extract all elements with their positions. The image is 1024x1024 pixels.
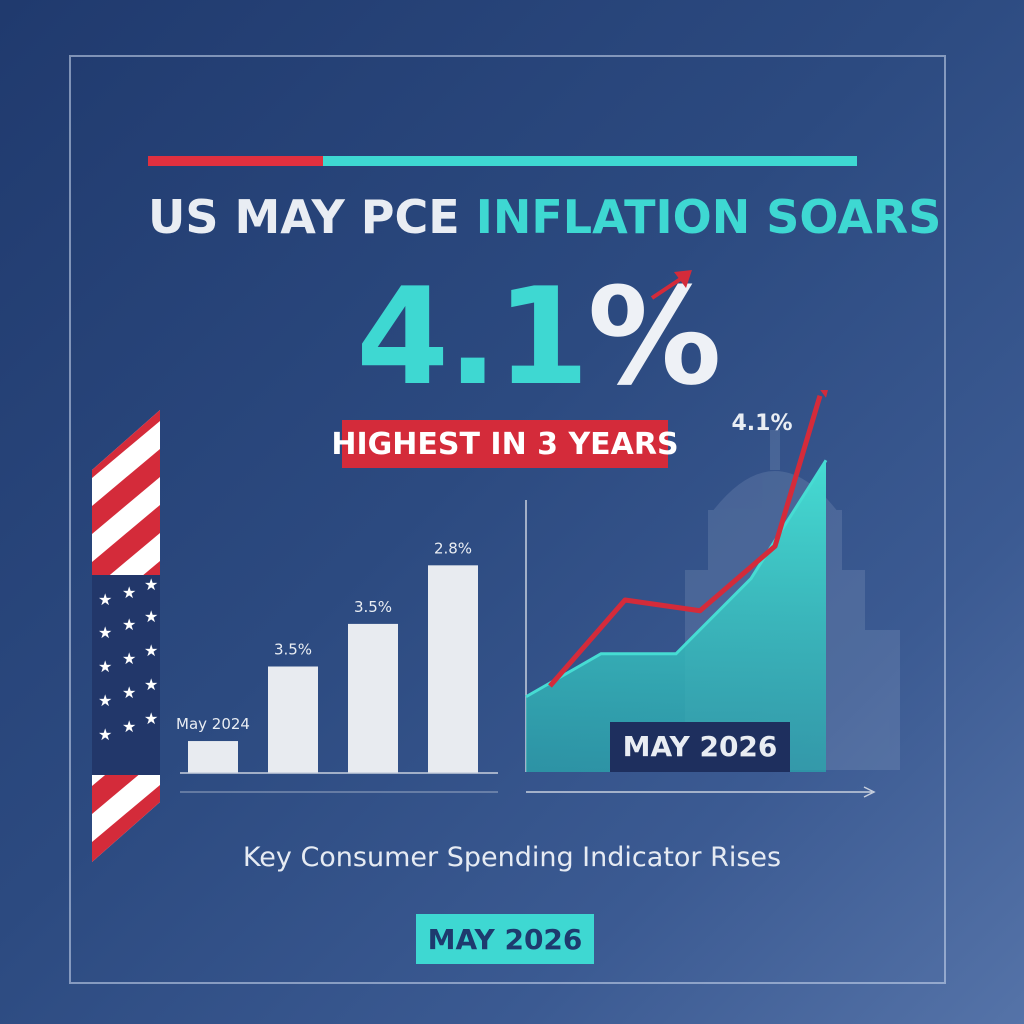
bar — [188, 741, 238, 773]
bar — [428, 565, 478, 773]
area-date-box: MAY 2026 — [610, 722, 790, 772]
us-flag-icon: ★ ★ ★ ★ ★ ★ ★ ★ ★ ★ ★ ★ ★ ★ ★ — [92, 410, 160, 862]
bar-data-label: May 2024 — [176, 715, 250, 733]
footer-date-badge: MAY 2026 — [416, 914, 594, 964]
title-accent: INFLATION SOARS — [475, 190, 942, 244]
area-chart: MAY 2026 4.1% — [525, 390, 900, 798]
svg-text:★: ★ — [98, 623, 112, 642]
svg-text:★: ★ — [144, 675, 158, 694]
svg-text:★: ★ — [122, 583, 136, 602]
svg-text:★: ★ — [122, 717, 136, 736]
svg-text:★: ★ — [98, 657, 112, 676]
svg-text:★: ★ — [98, 691, 112, 710]
bar-chart: May 2024 3.5% 3.5% 2.8% — [176, 539, 498, 793]
headline-figure-unit: % — [587, 259, 721, 415]
svg-text:★: ★ — [144, 575, 158, 594]
svg-text:★: ★ — [144, 607, 158, 626]
trend-arrowhead-icon — [820, 390, 828, 398]
area-end-label: 4.1% — [731, 411, 792, 436]
up-arrow-icon — [650, 270, 692, 300]
title-plain: US MAY PCE — [148, 190, 476, 244]
accent-bar-teal — [323, 156, 857, 166]
accent-bar-red — [148, 156, 323, 166]
poster-frame — [69, 55, 946, 984]
svg-text:★: ★ — [122, 683, 136, 702]
x-axis-arrowhead — [863, 786, 876, 798]
svg-text:★: ★ — [122, 649, 136, 668]
title-accent-bar — [148, 156, 857, 166]
bar — [268, 666, 318, 773]
headline-figure: 4.1% — [356, 270, 722, 404]
subtitle: Key Consumer Spending Indicator Rises — [242, 842, 782, 873]
svg-text:★: ★ — [98, 590, 112, 609]
headline-title: US MAY PCE INFLATION SOARS — [148, 190, 941, 244]
svg-text:★: ★ — [144, 709, 158, 728]
svg-text:★: ★ — [144, 641, 158, 660]
svg-text:★: ★ — [98, 725, 112, 744]
highest-badge: HIGHEST IN 3 YEARS — [331, 420, 679, 468]
area-date-box-label: MAY 2026 — [623, 730, 778, 763]
area-series-fill — [526, 460, 826, 772]
svg-text:★: ★ — [122, 615, 136, 634]
trend-line — [548, 395, 823, 688]
bar-data-label: 2.8% — [434, 539, 472, 557]
bar-data-label: 3.5% — [354, 598, 392, 616]
bar-data-label: 3.5% — [274, 641, 312, 659]
headline-figure-value: 4.1 — [356, 259, 589, 415]
bar — [348, 623, 398, 773]
